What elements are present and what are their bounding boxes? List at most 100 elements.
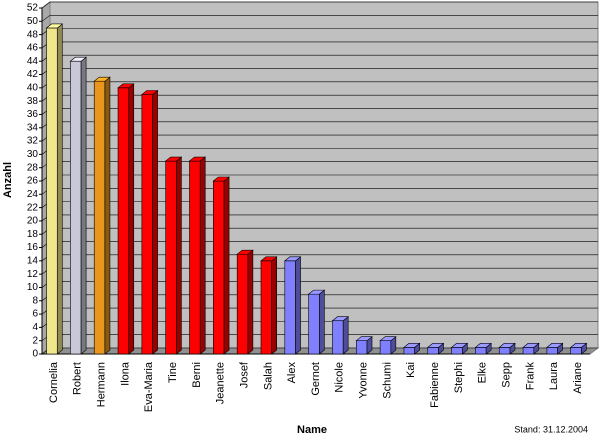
- bar: [260, 260, 273, 355]
- bar-top: [283, 256, 302, 262]
- x-tick-label: Nicole: [334, 362, 346, 393]
- bar-group: [93, 76, 111, 355]
- bar: [165, 160, 177, 355]
- bar-group: [379, 336, 397, 355]
- bar-top: [474, 343, 492, 348]
- y-tick-label: 22: [27, 202, 39, 213]
- bar-side: [176, 156, 182, 355]
- bar-group: [331, 316, 350, 355]
- y-tick-label: 26: [27, 176, 39, 187]
- y-tick-label: 32: [27, 136, 39, 147]
- x-tick-label: Laura: [548, 361, 560, 390]
- x-axis-label: Name: [297, 424, 327, 436]
- bar-side: [56, 23, 63, 355]
- bar: [141, 94, 153, 355]
- y-tick-label: 2: [32, 335, 38, 346]
- bar-group: [474, 342, 492, 355]
- y-tick-label: 4: [32, 322, 38, 333]
- x-tick-label: Eva-Maria: [143, 361, 155, 412]
- bar-group: [307, 289, 326, 355]
- bar-group: [188, 156, 207, 355]
- bar-top: [522, 343, 540, 348]
- x-tick-label: Elke: [477, 362, 489, 383]
- x-tick-label: Salah: [262, 362, 274, 390]
- y-tick-label: 46: [27, 43, 39, 54]
- x-tick-label: Josef: [238, 361, 250, 388]
- bar-group: [236, 249, 254, 355]
- bar: [189, 160, 201, 355]
- bar-group: [141, 89, 159, 355]
- y-tick-label: 10: [27, 282, 39, 293]
- bar-top: [426, 343, 445, 348]
- bar: [46, 27, 58, 355]
- bar-side: [247, 249, 254, 355]
- bar-group: [426, 342, 445, 355]
- bar: [117, 87, 130, 355]
- bar-side: [342, 316, 349, 355]
- bar-top: [141, 90, 159, 95]
- x-tick-label: Kai: [405, 362, 417, 378]
- bar-group: [69, 56, 87, 355]
- grid-line: [41, 15, 51, 22]
- y-tick-label: 16: [27, 242, 39, 253]
- bar-group: [260, 256, 278, 355]
- bar-top: [93, 76, 111, 82]
- y-tick-label: 24: [27, 189, 39, 200]
- bar-top: [260, 256, 278, 262]
- y-tick-label: 28: [27, 162, 39, 173]
- bar: [355, 340, 368, 355]
- y-tick-label: 36: [27, 109, 39, 120]
- bar-top: [498, 343, 516, 348]
- y-tick-label: 30: [27, 149, 39, 160]
- bar: [451, 347, 463, 355]
- x-tick-label: Jeanette: [215, 362, 227, 404]
- y-tick-label: 48: [27, 29, 39, 40]
- bar-group: [283, 256, 302, 355]
- x-tick-label: Robert: [72, 362, 84, 395]
- x-tick-label: Fabienne: [429, 362, 441, 408]
- bar-side: [152, 89, 158, 355]
- y-tick-label: 44: [27, 56, 39, 67]
- bar-side: [319, 289, 325, 355]
- bar-top: [379, 336, 397, 341]
- y-tick-label: 20: [27, 216, 39, 227]
- bar-top: [403, 343, 421, 348]
- bar-group: [403, 342, 421, 355]
- bar-top: [45, 23, 64, 29]
- bar: [70, 60, 82, 355]
- y-tick-label: 42: [27, 69, 39, 80]
- y-tick-label: 0: [32, 349, 38, 360]
- bar-top: [212, 176, 230, 182]
- bar-side: [80, 56, 87, 355]
- bar-top: [331, 316, 350, 322]
- bar-group: [45, 23, 64, 355]
- bar: [475, 347, 487, 355]
- bar: [332, 320, 344, 355]
- bar-top: [69, 56, 87, 62]
- bar: [498, 347, 511, 355]
- bar: [236, 253, 249, 355]
- bar-group: [355, 336, 373, 355]
- bar-top: [117, 83, 135, 89]
- y-tick-label: 14: [27, 255, 39, 266]
- bar-top: [450, 343, 469, 348]
- bar-side: [223, 176, 230, 355]
- y-tick-label: 34: [27, 122, 39, 133]
- y-axis-label: Anzahl: [2, 162, 14, 198]
- bar-side: [295, 256, 301, 355]
- bar-top: [236, 249, 254, 255]
- bar-side: [104, 76, 111, 355]
- bar: [213, 180, 225, 355]
- x-tick-label: Ilona: [119, 361, 131, 386]
- bar-side: [199, 156, 206, 355]
- bar: [93, 80, 106, 355]
- y-tick-label: 18: [27, 229, 39, 240]
- bar-group: [117, 83, 135, 355]
- bar-group: [569, 342, 588, 355]
- bar-group: [522, 342, 540, 355]
- bar: [546, 347, 558, 355]
- bar-group: [164, 156, 183, 355]
- bar: [570, 347, 582, 355]
